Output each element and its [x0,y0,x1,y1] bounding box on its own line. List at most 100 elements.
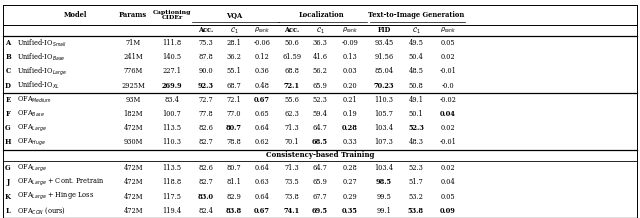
Text: 472M: 472M [124,178,143,186]
Text: 80.7: 80.7 [227,164,241,172]
Text: 472M: 472M [124,164,143,172]
Text: 0.04: 0.04 [440,178,456,186]
Text: 0.02: 0.02 [441,53,455,61]
Text: -0.06: -0.06 [253,39,271,47]
Text: 50.6: 50.6 [285,39,300,47]
Text: L: L [6,207,10,215]
Text: G: G [5,124,11,132]
Text: 82.6: 82.6 [198,124,213,132]
Text: 73.8: 73.8 [285,192,300,201]
Text: OFA$_{Base}$: OFA$_{Base}$ [17,109,45,119]
Text: VQA: VQA [226,11,242,19]
Text: 111.8: 111.8 [163,39,182,47]
Text: 36.3: 36.3 [312,39,328,47]
Text: 0.04: 0.04 [440,110,456,118]
Text: 98.5: 98.5 [376,178,392,186]
Text: -0.0: -0.0 [442,82,454,90]
Text: 0.19: 0.19 [342,110,357,118]
Text: 0.35: 0.35 [342,207,358,215]
Text: 2925M: 2925M [121,82,145,90]
Text: Localization: Localization [298,11,344,19]
Text: 64.7: 64.7 [312,124,328,132]
Text: A: A [5,39,11,47]
Text: 119.4: 119.4 [163,207,182,215]
Text: $\mathcal{C}_1$: $\mathcal{C}_1$ [316,26,324,36]
Text: 72.1: 72.1 [227,96,241,104]
Text: Acc.: Acc. [198,27,214,34]
Text: 82.7: 82.7 [198,178,213,186]
Text: 0.13: 0.13 [342,53,357,61]
Text: Model: Model [63,11,86,19]
Text: 72.7: 72.7 [198,96,213,104]
Text: G: G [5,164,11,172]
Text: 100.7: 100.7 [163,110,181,118]
Text: 49.1: 49.1 [408,96,424,104]
Text: 68.7: 68.7 [227,82,241,90]
Text: 117.5: 117.5 [163,192,182,201]
Text: 0.03: 0.03 [342,68,357,75]
Text: 472M: 472M [124,207,143,215]
Text: 0.33: 0.33 [342,138,357,146]
Text: 0.09: 0.09 [440,207,456,215]
Text: 103.4: 103.4 [374,124,394,132]
Text: 56.2: 56.2 [312,68,328,75]
Text: 48.3: 48.3 [408,138,424,146]
Text: Unified-IO$_{Small}$: Unified-IO$_{Small}$ [17,37,67,49]
Text: 67.7: 67.7 [313,192,327,201]
Text: 0.67: 0.67 [254,207,270,215]
Text: 91.56: 91.56 [374,53,394,61]
Text: 68.5: 68.5 [312,138,328,146]
Text: 0.64: 0.64 [255,124,269,132]
Text: 0.48: 0.48 [255,82,269,90]
Text: 59.4: 59.4 [312,110,328,118]
Text: 140.5: 140.5 [163,53,182,61]
Text: 74.1: 74.1 [284,207,300,215]
Text: 110.3: 110.3 [374,96,394,104]
Text: 0.62: 0.62 [255,138,269,146]
Text: OFA$_{Large}$ + Cont. Pretrain: OFA$_{Large}$ + Cont. Pretrain [17,177,105,188]
Text: 0.65: 0.65 [255,110,269,118]
Text: 71.3: 71.3 [285,124,300,132]
Text: 61.59: 61.59 [282,53,301,61]
Text: 55.1: 55.1 [227,68,241,75]
Text: 48.5: 48.5 [408,68,424,75]
Text: 83.0: 83.0 [198,192,214,201]
Text: 55.6: 55.6 [285,96,300,104]
Text: 0.21: 0.21 [342,96,357,104]
Text: E: E [5,96,11,104]
Text: 83.4: 83.4 [164,96,179,104]
Text: 53.8: 53.8 [408,207,424,215]
Text: 75.3: 75.3 [198,39,213,47]
Text: 776M: 776M [124,68,143,75]
Text: 51.7: 51.7 [408,178,424,186]
Text: 0.64: 0.64 [255,164,269,172]
Text: 68.8: 68.8 [285,68,300,75]
Text: 0.20: 0.20 [342,82,357,90]
Text: 87.8: 87.8 [198,53,213,61]
Text: 41.6: 41.6 [312,53,328,61]
Text: Params: Params [119,11,147,19]
Text: K: K [5,192,11,201]
Text: 71.3: 71.3 [285,164,300,172]
Text: C: C [5,68,11,75]
Text: Captioning
CIDEr: Captioning CIDEr [153,10,191,20]
Text: 52.3: 52.3 [408,124,424,132]
Text: 72.1: 72.1 [284,82,300,90]
Text: OFA$_{Large}$: OFA$_{Large}$ [17,162,47,174]
Text: 52.3: 52.3 [312,96,328,104]
Text: 62.3: 62.3 [285,110,300,118]
Text: $\rho_{rank}$: $\rho_{rank}$ [440,26,456,35]
Text: $\mathcal{C}_1$: $\mathcal{C}_1$ [412,26,420,36]
Text: 82.4: 82.4 [198,207,214,215]
Text: 99.5: 99.5 [376,192,392,201]
Text: 82.9: 82.9 [227,192,241,201]
Text: 64.7: 64.7 [312,164,328,172]
Text: $\rho_{rank}$: $\rho_{rank}$ [254,26,270,35]
Text: Consistency-based Training: Consistency-based Training [266,151,374,159]
Text: 50.8: 50.8 [408,82,424,90]
Text: 472M: 472M [124,124,143,132]
Text: 472M: 472M [124,192,143,201]
Text: J: J [6,178,10,186]
Text: OFA$_{CON}$ (ours): OFA$_{CON}$ (ours) [17,206,66,216]
Text: 99.1: 99.1 [376,207,392,215]
